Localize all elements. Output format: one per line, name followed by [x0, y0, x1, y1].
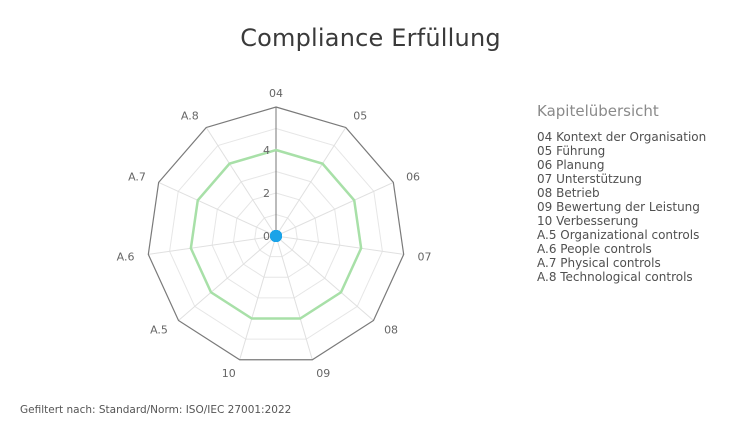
- grid-spoke: [275, 235, 374, 321]
- grid-spoke: [205, 127, 277, 237]
- grid-ring: [169, 127, 383, 340]
- legend-item: 08 Betrieb: [537, 186, 600, 200]
- legend-item: 09 Bewertung der Leistung: [537, 200, 700, 214]
- axis-label: 07: [418, 250, 432, 263]
- grid-spoke: [148, 235, 277, 255]
- tick-label: 4: [263, 144, 270, 157]
- axis-label: A.7: [128, 171, 146, 184]
- grid-ring: [211, 170, 341, 299]
- grid-spoke: [239, 235, 277, 360]
- axis-label: A.5: [150, 324, 168, 337]
- axis-label: 05: [353, 110, 367, 123]
- legend-item: 04 Kontext der Organisation: [537, 130, 707, 144]
- legend-item: 07 Unterstützung: [537, 172, 642, 186]
- axis-label: 09: [316, 367, 330, 380]
- chapter-legend: Kapitelübersicht 04 Kontext der Organisa…: [537, 102, 737, 284]
- legend-item: A.7 Physical controls: [537, 256, 661, 270]
- grid-ring: [254, 213, 298, 258]
- axis-label: A.8: [181, 110, 199, 123]
- grid-spoke: [158, 181, 277, 237]
- grid-spoke: [275, 235, 404, 255]
- series-line: [189, 148, 363, 320]
- grid-ring: [232, 192, 320, 278]
- legend-title: Kapitelübersicht: [537, 102, 659, 120]
- filter-footer: Gefiltert nach: Standard/Norm: ISO/IEC 2…: [20, 404, 292, 416]
- chart-title: Compliance Erfüllung: [240, 24, 501, 52]
- legend-item: 06 Planung: [537, 158, 605, 172]
- tick-label: 2: [263, 187, 270, 200]
- grid-spoke: [178, 235, 277, 321]
- axis-label: A.6: [117, 250, 135, 263]
- axis-label: 06: [406, 171, 420, 184]
- legend-item: 05 Führung: [537, 144, 606, 158]
- grid-spoke: [275, 235, 313, 360]
- data-point: [270, 230, 282, 242]
- grid-spoke: [275, 181, 394, 237]
- axis-label: 04: [269, 87, 283, 100]
- legend-list: 04 Kontext der Organisation 05 Führung 06 …: [537, 130, 737, 284]
- axis-label: 10: [222, 367, 236, 380]
- legend-item: A.8 Technological controls: [537, 270, 693, 284]
- legend-item: 10 Verbesserung: [537, 214, 639, 228]
- tick-label: 0: [263, 230, 270, 243]
- outer-frame: [147, 106, 405, 361]
- legend-item: A.5 Organizational controls: [537, 228, 700, 242]
- grid-spoke: [275, 127, 347, 237]
- legend-item: A.6 People controls: [537, 242, 652, 256]
- axis-label: 08: [384, 324, 398, 337]
